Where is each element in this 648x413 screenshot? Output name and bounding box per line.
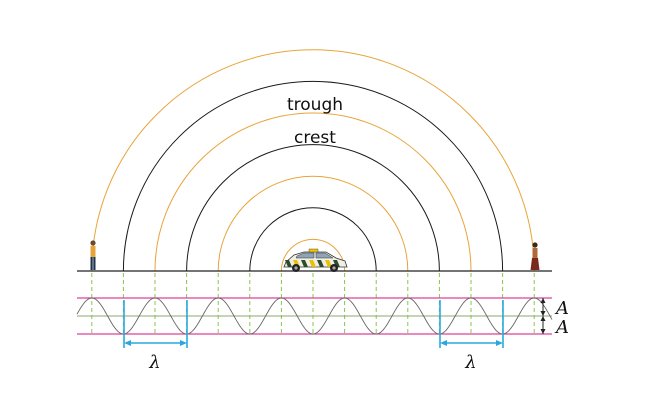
amplitude-bracket: [540, 298, 546, 334]
crest-arc: [217, 175, 409, 272]
crest-arc: [280, 238, 346, 272]
wavelength-marker-left: [123, 300, 188, 348]
wavelength-label-right: λ: [464, 352, 476, 373]
wavelength-marker-right: [439, 300, 504, 348]
crest-arc: [91, 49, 535, 272]
wavelength-label-left: λ: [148, 352, 160, 373]
standing-person-icon: [90, 240, 96, 270]
crest-label: crest: [294, 128, 336, 148]
trough-arc: [122, 80, 504, 272]
standing-person-icon: [530, 242, 540, 270]
amplitude-label-top: A: [554, 298, 569, 319]
trough-label: trough: [287, 95, 343, 115]
police-car-icon: [283, 248, 348, 272]
sine-wave: [76, 297, 553, 335]
wavefront-arcs: [91, 49, 535, 272]
crest-arc: [154, 112, 472, 272]
amplitude-label-bottom: A: [554, 317, 569, 338]
trough-arc: [249, 207, 377, 272]
wavefront-drop-lines: [91, 273, 535, 336]
trough-arc: [186, 144, 440, 272]
